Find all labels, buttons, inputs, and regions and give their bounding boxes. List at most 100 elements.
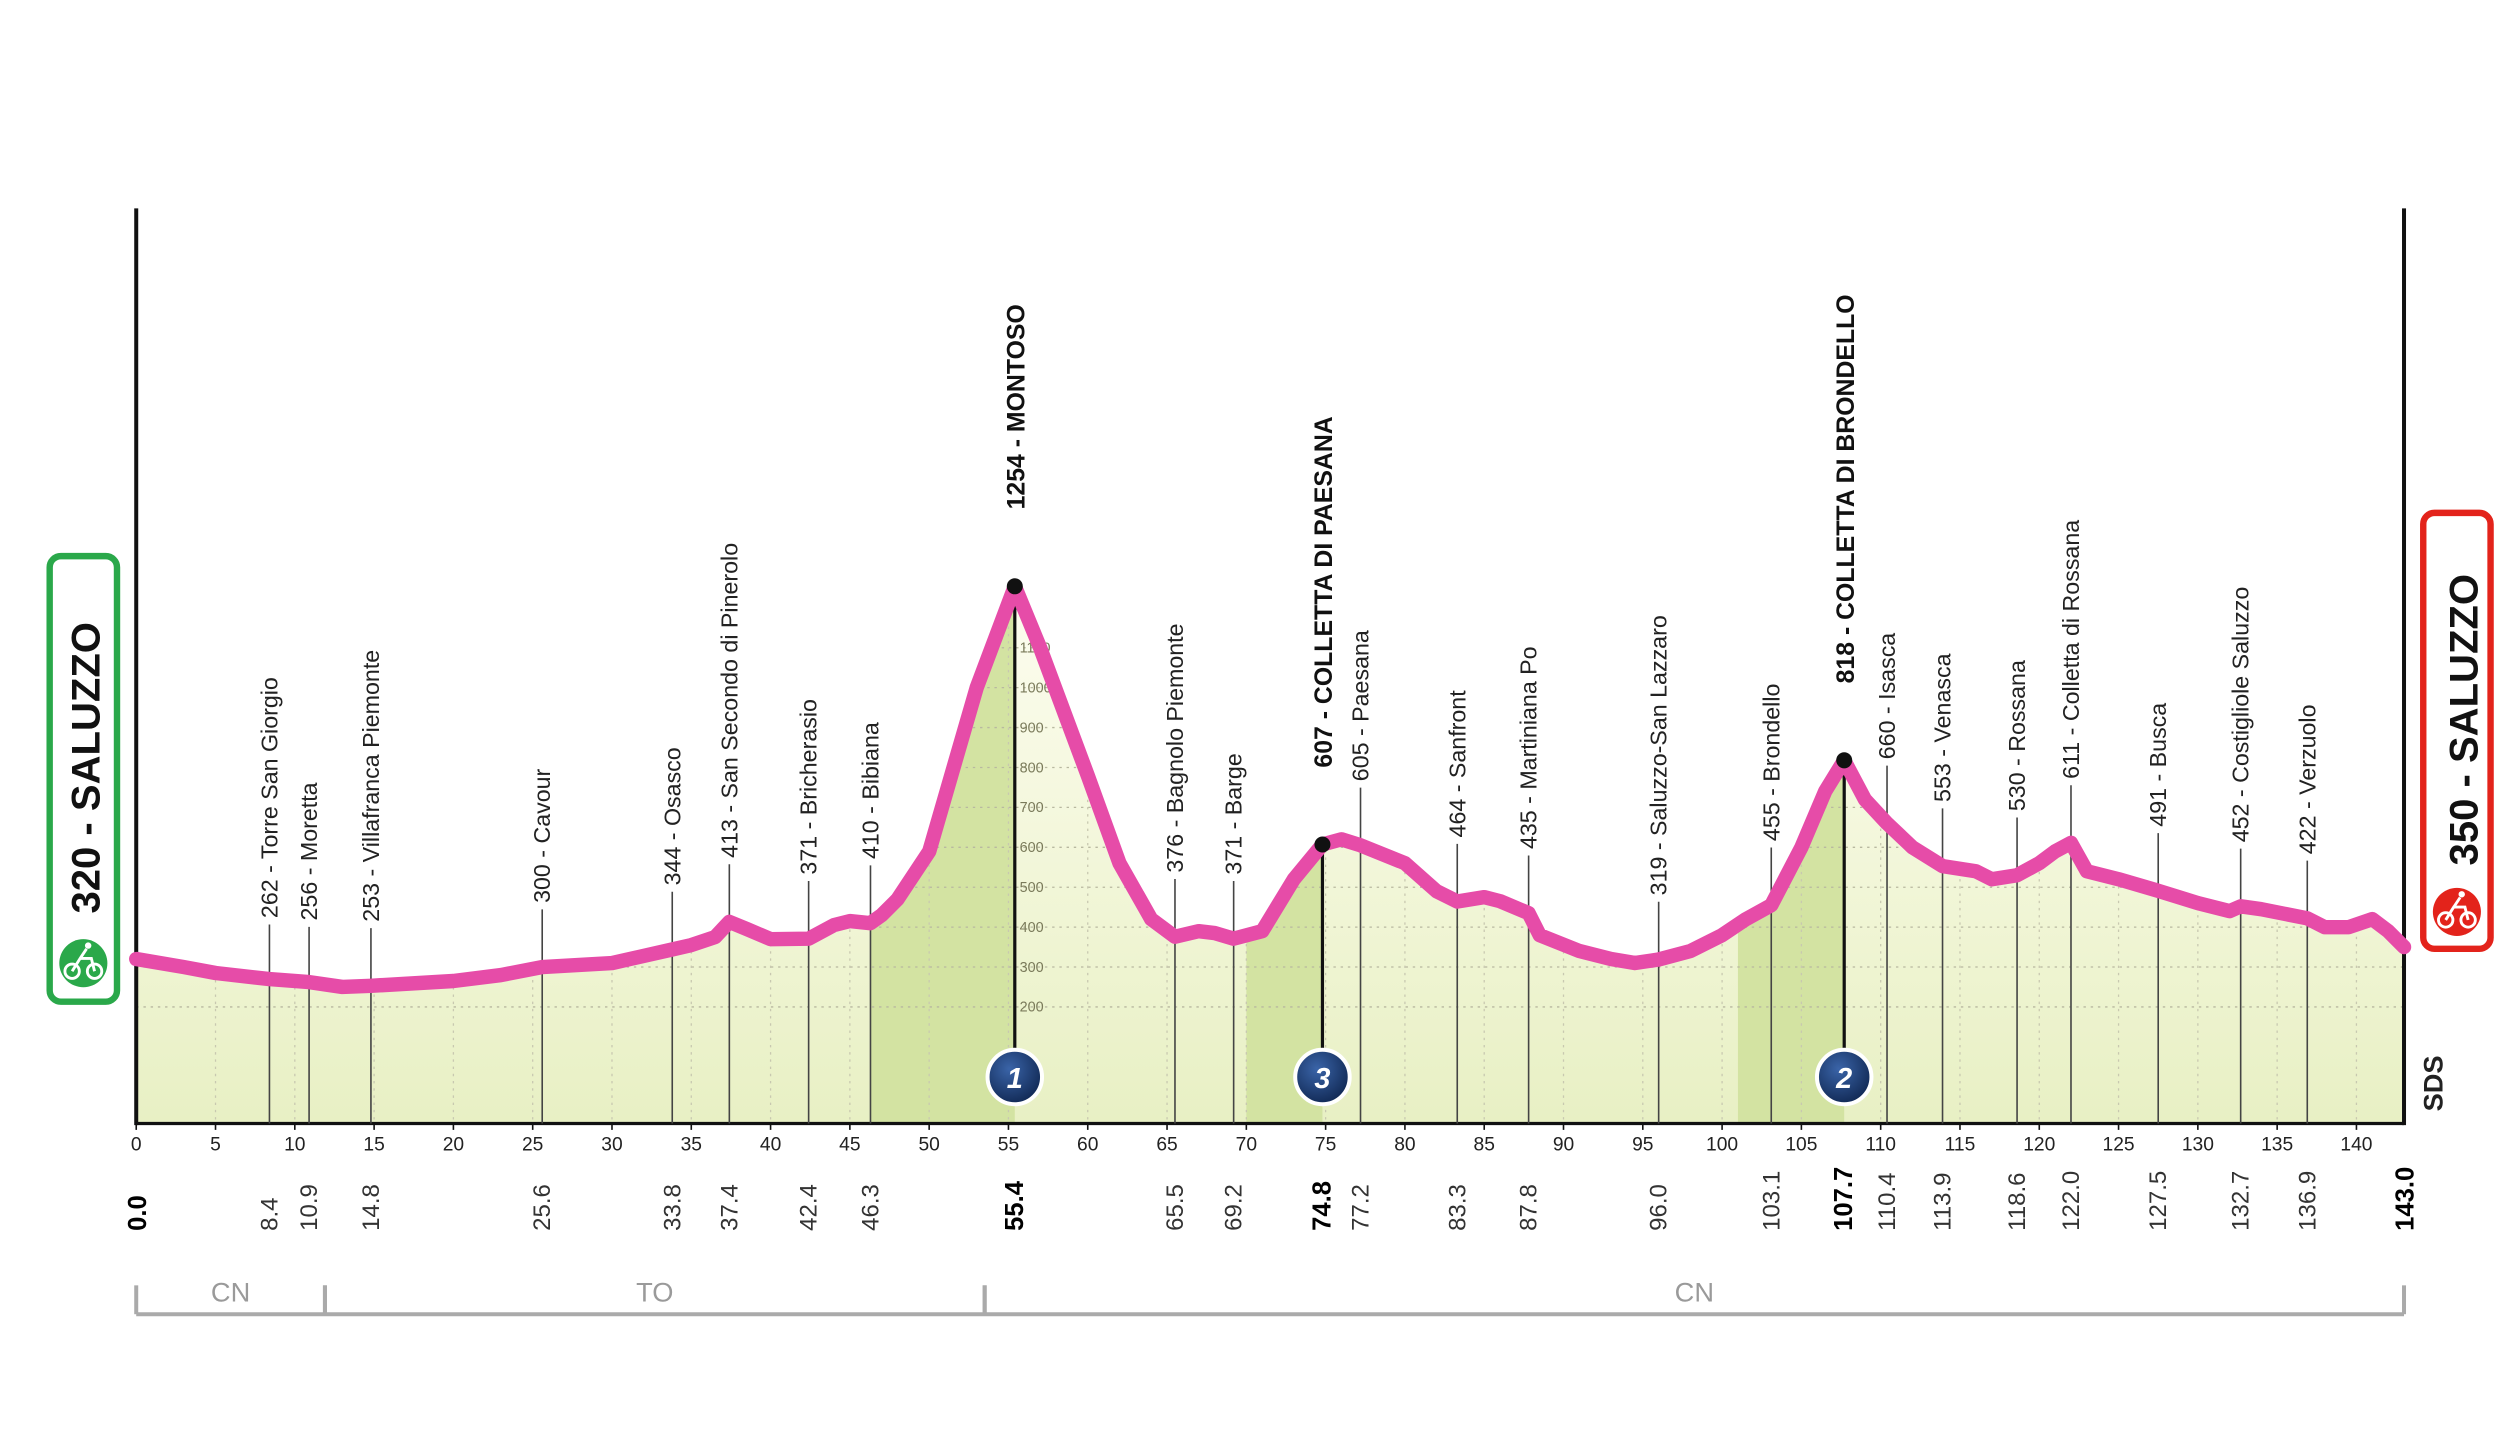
km-label: 87.8: [1516, 1184, 1543, 1231]
waypoint-label: 660 - Isasca: [1874, 633, 1900, 760]
x-tick-label: 115: [1945, 1135, 1976, 1156]
waypoint-label: 344 - Osasco: [659, 747, 685, 885]
km-label: 107.7: [1830, 1167, 1858, 1231]
waypoint-label: 553 - Venasca: [1930, 653, 1956, 802]
y-tick-label: 700: [1020, 800, 1044, 816]
km-label: 0.0: [124, 1195, 152, 1231]
waypoint-label: 491 - Busca: [2145, 703, 2171, 827]
km-label: 118.6: [2004, 1172, 2031, 1230]
y-tick-label: 400: [1020, 920, 1044, 936]
km-label: 74.8: [1308, 1181, 1336, 1231]
km-label: 42.4: [796, 1184, 823, 1231]
x-tick-label: 25: [522, 1135, 543, 1156]
waypoint-label: 319 - Saluzzo-San Lazzaro: [1646, 615, 1672, 895]
waypoint-label: 413 - San Secondo di Pinerolo: [716, 543, 742, 858]
x-tick-label: 15: [363, 1135, 384, 1156]
x-tick-label: 35: [681, 1135, 702, 1156]
waypoint-label: 464 - Sanfront: [1444, 690, 1470, 838]
waypoint-label: 455 - Brondello: [1758, 684, 1784, 841]
y-tick-label: 600: [1020, 840, 1044, 856]
km-label: 77.2: [1348, 1184, 1375, 1231]
km-label: 96.0: [1646, 1184, 1673, 1231]
waypoint-label: 422 - Verzuolo: [2294, 705, 2320, 855]
waypoint-label: 530 - Rossana: [2004, 660, 2030, 811]
waypoint-label: 256 - Moretta: [296, 782, 322, 920]
x-tick-label: 30: [601, 1135, 622, 1156]
start-label: 320 - SALUZZO: [64, 622, 108, 914]
km-label: 14.8: [358, 1184, 385, 1231]
waypoint-label: 605 - Paesana: [1348, 630, 1374, 781]
profile-line: [129, 579, 2412, 995]
km-label: 37.4: [716, 1184, 743, 1231]
x-tick-label: 10: [284, 1135, 305, 1156]
x-tick-label: 90: [1553, 1135, 1574, 1156]
x-tick-label: 65: [1156, 1135, 1177, 1156]
y-tick-label: 300: [1020, 960, 1044, 976]
waypoint-label: 253 - Villafranca Piemonte: [358, 650, 384, 922]
km-label: 143.0: [2392, 1167, 2420, 1231]
badge: [1293, 1047, 1352, 1107]
x-tick-label: 85: [1474, 1135, 1495, 1156]
km-label: 8.4: [256, 1197, 283, 1230]
x-tick-label: 95: [1632, 1135, 1653, 1156]
km-label: 103.1: [1758, 1171, 1785, 1231]
waypoint-label: 611 - Colletta di Rossana: [2058, 520, 2084, 779]
x-tick-label: 50: [918, 1135, 939, 1156]
climb-label: 607 - COLLETTA DI PAESANA: [1311, 416, 1338, 767]
finish-icon: [2432, 887, 2481, 936]
finish-label: 350 - SALUZZO: [2443, 574, 2487, 866]
waypoint-label: 300 - Cavour: [529, 768, 555, 902]
region-label: CN: [1675, 1276, 1714, 1307]
logo: SDS: [2417, 1055, 2448, 1111]
x-tick-label: 120: [2023, 1135, 2055, 1156]
x-tick-label: 5: [210, 1135, 221, 1156]
km-label: 110.4: [1874, 1172, 1901, 1230]
climb-area: [1246, 844, 1323, 1124]
km-label: 65.5: [1162, 1184, 1189, 1231]
waypoint-label: 452 - Costigliole Saluzzo: [2228, 587, 2254, 843]
km-label: 33.8: [659, 1184, 686, 1231]
climb-area: [870, 586, 1015, 1124]
y-tick-label: 800: [1020, 760, 1044, 776]
summit-dot: [1006, 578, 1023, 595]
x-tick-label: 45: [839, 1135, 860, 1156]
climb-area: [1737, 760, 1845, 1124]
x-tick-label: 110: [1865, 1135, 1896, 1156]
x-tick-label: 80: [1394, 1135, 1415, 1156]
km-label: 136.9: [2294, 1171, 2321, 1231]
climb-label: 1254 - MONTOSO: [1003, 304, 1030, 509]
waypoint-label: 262 - Torre San Giorgio: [256, 677, 282, 918]
badge: [1814, 1047, 1874, 1107]
x-tick-label: 20: [443, 1135, 464, 1156]
x-tick-label: 105: [1785, 1135, 1817, 1156]
km-label: 25.6: [529, 1184, 556, 1231]
x-tick-label: 70: [1236, 1135, 1257, 1156]
region-label: CN: [211, 1276, 250, 1307]
y-tick-label: 200: [1020, 1000, 1044, 1016]
waypoint-label: 371 - Bricherasio: [796, 699, 822, 875]
km-label: 132.7: [2228, 1171, 2255, 1231]
x-tick-label: 40: [760, 1135, 781, 1156]
waypoint-label: 410 - Bibiana: [857, 722, 883, 859]
km-label: 122.0: [2058, 1171, 2085, 1231]
badge-number: 1: [1007, 1063, 1023, 1095]
climb-label: 818 - COLLETTA DI BRONDELLO: [1833, 294, 1860, 683]
finish-box: [2420, 509, 2494, 952]
x-tick-label: 55: [998, 1135, 1019, 1156]
x-tick-label: 60: [1077, 1135, 1098, 1156]
region-label: TO: [636, 1276, 673, 1307]
waypoint-label: 376 - Bagnolo Piemonte: [1162, 623, 1188, 872]
km-label: 113.9: [1930, 1172, 1957, 1230]
x-tick-label: 130: [2182, 1135, 2214, 1156]
km-label: 69.2: [1221, 1184, 1248, 1231]
y-tick-label: 1000: [1020, 680, 1052, 696]
km-label: 83.3: [1444, 1184, 1471, 1231]
badge-number: 3: [1314, 1063, 1330, 1095]
waypoint-label: 435 - Martiniana Po: [1516, 646, 1542, 849]
waypoint-label: 371 - Barge: [1221, 753, 1247, 874]
y-tick-label: 900: [1020, 720, 1044, 736]
x-tick-label: 100: [1706, 1135, 1738, 1156]
start-box: [46, 552, 121, 1005]
x-tick-label: 135: [2261, 1135, 2293, 1156]
